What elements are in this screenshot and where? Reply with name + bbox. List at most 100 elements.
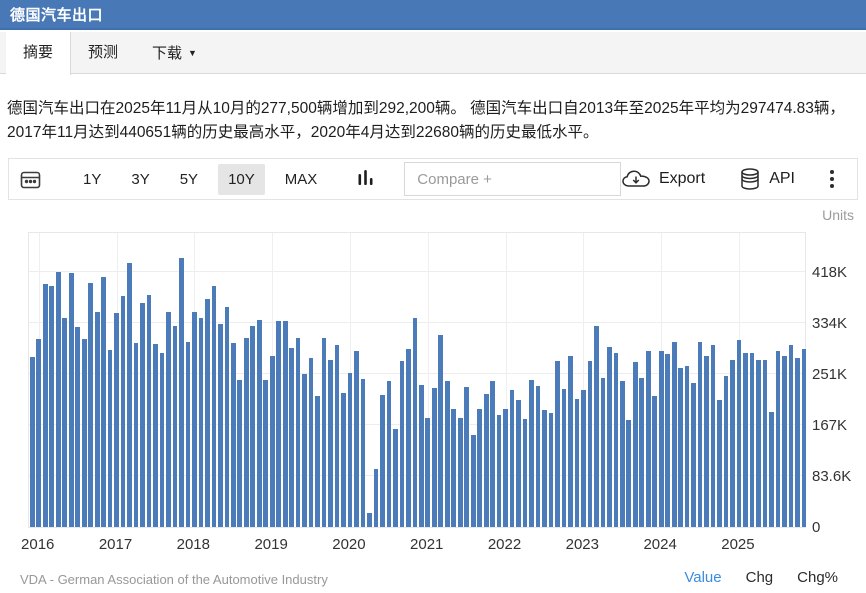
bar[interactable] <box>775 351 781 527</box>
bar[interactable] <box>522 419 528 527</box>
bar[interactable] <box>795 358 800 527</box>
bar[interactable] <box>127 263 132 527</box>
bar[interactable] <box>354 351 359 527</box>
bar[interactable] <box>697 342 703 527</box>
bar[interactable] <box>36 339 42 527</box>
bar[interactable] <box>166 312 171 527</box>
bar[interactable] <box>451 409 457 527</box>
bar[interactable] <box>75 327 81 527</box>
bar[interactable] <box>691 383 696 527</box>
bar[interactable] <box>438 335 444 527</box>
bar[interactable] <box>198 318 204 527</box>
bar[interactable] <box>386 381 392 527</box>
bar[interactable] <box>496 415 502 527</box>
range-3y-button[interactable]: 3Y <box>131 170 150 188</box>
bar[interactable] <box>749 353 755 527</box>
bar[interactable] <box>282 321 288 527</box>
bar[interactable] <box>360 379 366 527</box>
bar[interactable] <box>736 340 742 527</box>
bar[interactable] <box>88 283 94 527</box>
bar[interactable] <box>717 400 722 527</box>
bar[interactable] <box>81 339 87 527</box>
bar[interactable] <box>632 362 638 527</box>
compare-input[interactable] <box>404 162 621 196</box>
bar[interactable] <box>626 420 632 527</box>
bar[interactable] <box>652 396 658 527</box>
bar[interactable] <box>509 390 515 527</box>
bar[interactable] <box>607 347 612 527</box>
column-chart-icon[interactable] <box>358 169 374 189</box>
bar[interactable] <box>68 273 74 527</box>
bar[interactable] <box>671 342 677 527</box>
api-button[interactable]: API <box>739 167 795 191</box>
bar[interactable] <box>419 385 424 527</box>
bar[interactable] <box>490 381 495 527</box>
calendar-icon[interactable] <box>19 168 42 191</box>
bar[interactable] <box>367 513 372 527</box>
bar[interactable] <box>399 361 405 527</box>
range-10y-button[interactable]: 10Y <box>218 163 265 195</box>
bar[interactable] <box>665 354 671 527</box>
bar[interactable] <box>295 338 301 527</box>
bar[interactable] <box>613 353 619 527</box>
bar[interactable] <box>341 393 346 527</box>
mode-value-link[interactable]: Value <box>684 569 722 586</box>
kebab-menu-icon[interactable] <box>829 168 835 190</box>
export-button[interactable]: Export <box>621 169 705 190</box>
bar[interactable] <box>133 343 139 527</box>
bar[interactable] <box>276 321 282 527</box>
bar[interactable] <box>444 381 450 527</box>
bar[interactable] <box>723 376 729 527</box>
tab-forecast[interactable]: 预测 <box>71 32 135 74</box>
bar[interactable] <box>574 399 580 527</box>
bar[interactable] <box>211 286 217 527</box>
bar[interactable] <box>769 412 774 527</box>
bar[interactable] <box>756 360 761 527</box>
bar[interactable] <box>380 395 385 527</box>
bar[interactable] <box>315 396 320 527</box>
bar[interactable] <box>146 295 152 527</box>
bar[interactable] <box>568 356 573 527</box>
bar[interactable] <box>230 343 236 527</box>
range-max-button[interactable]: MAX <box>284 170 318 188</box>
bar[interactable] <box>308 358 314 527</box>
bar[interactable] <box>179 258 184 527</box>
bar[interactable] <box>516 400 521 527</box>
bar[interactable] <box>120 296 126 527</box>
bar[interactable] <box>684 366 690 527</box>
bar[interactable] <box>289 348 294 527</box>
range-5y-button[interactable]: 5Y <box>179 170 199 188</box>
bar[interactable] <box>710 345 716 527</box>
bar[interactable] <box>600 378 606 527</box>
bar[interactable] <box>302 374 307 527</box>
bar[interactable] <box>658 351 664 527</box>
bar[interactable] <box>185 342 191 527</box>
bar[interactable] <box>62 318 68 527</box>
bar[interactable] <box>477 409 483 527</box>
bar[interactable] <box>42 284 48 527</box>
bar[interactable] <box>218 324 223 527</box>
bar[interactable] <box>457 418 463 527</box>
bar[interactable] <box>529 380 534 527</box>
bar[interactable] <box>542 410 547 527</box>
bar[interactable] <box>107 350 113 527</box>
bar[interactable] <box>470 435 476 527</box>
bar[interactable] <box>263 380 269 527</box>
mode-chgpct-link[interactable]: Chg% <box>797 569 838 586</box>
bar[interactable] <box>503 409 508 527</box>
bar[interactable] <box>483 394 489 527</box>
bar[interactable] <box>704 356 709 527</box>
bar[interactable] <box>762 360 768 527</box>
bar[interactable] <box>192 312 197 527</box>
tab-summary[interactable]: 摘要 <box>6 32 72 75</box>
bar[interactable] <box>425 418 431 527</box>
bar[interactable] <box>678 368 683 527</box>
bar[interactable] <box>347 373 353 527</box>
bar[interactable] <box>730 360 735 527</box>
bar[interactable] <box>250 326 256 527</box>
bar[interactable] <box>587 361 593 527</box>
bar[interactable] <box>743 353 748 527</box>
bar[interactable] <box>406 349 411 527</box>
bar[interactable] <box>172 326 178 527</box>
bar[interactable] <box>431 388 437 527</box>
